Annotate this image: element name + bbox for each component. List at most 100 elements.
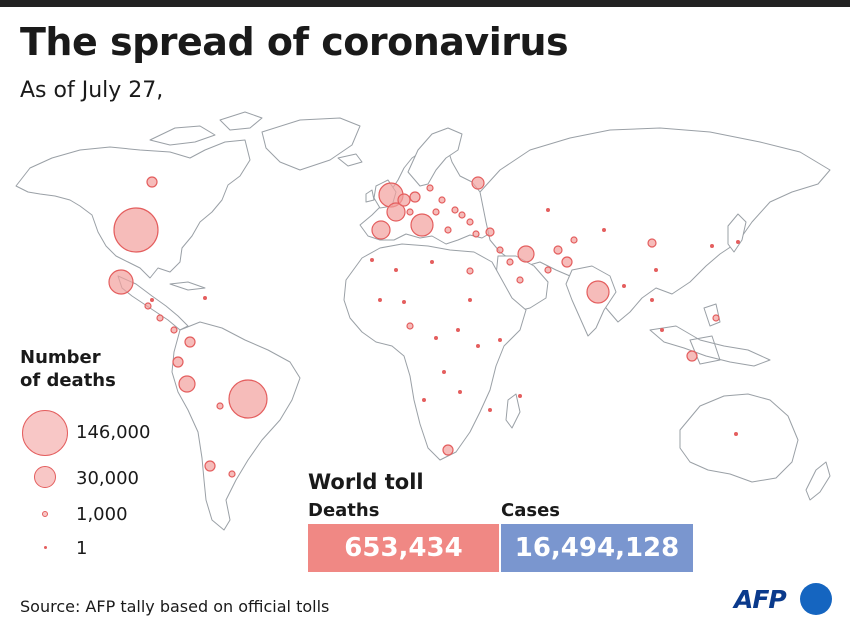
death-bubble-1 <box>146 176 158 188</box>
death-bubble-55 <box>394 268 398 272</box>
death-bubble-48 <box>456 328 460 332</box>
cases-total: 16,494,128 <box>501 524 693 572</box>
death-bubble-20 <box>397 193 411 207</box>
arctic-islands <box>149 111 263 146</box>
top-rule <box>0 0 850 7</box>
death-bubble-63 <box>654 268 658 272</box>
death-bubble-37 <box>466 267 474 275</box>
death-bubble-58 <box>402 300 406 304</box>
death-bubble-36 <box>647 238 657 248</box>
source-note: Source: AFP tally based on official toll… <box>20 597 330 616</box>
death-bubble-16 <box>386 202 406 222</box>
death-bubble-19 <box>409 191 421 203</box>
death-bubble-43 <box>686 350 698 362</box>
death-bubble-68 <box>442 370 446 374</box>
death-bubble-53 <box>710 244 714 248</box>
death-bubble-62 <box>622 284 626 288</box>
legend-title: Number of deaths <box>20 346 116 392</box>
world-toll-title: World toll <box>308 470 424 494</box>
world-map <box>15 111 831 531</box>
death-bubble-25 <box>458 211 466 219</box>
death-bubble-67 <box>458 390 462 394</box>
death-bubble-9 <box>170 326 178 334</box>
death-bubble-24 <box>451 206 459 214</box>
iceland-land <box>337 153 363 167</box>
death-bubble-4 <box>178 375 196 393</box>
japan-land <box>727 213 747 253</box>
death-bubble-17 <box>371 220 391 240</box>
death-bubble-70 <box>468 298 472 302</box>
legend-label: 30,000 <box>76 468 139 489</box>
death-bubble-0 <box>113 207 159 253</box>
death-bubble-41 <box>544 266 552 274</box>
death-bubble-45 <box>442 444 454 456</box>
death-bubble-69 <box>422 398 426 402</box>
legend-item-30000: 30,000 <box>0 466 200 506</box>
death-bubble-50 <box>498 338 502 342</box>
legend-bubble-large <box>22 410 68 456</box>
legend-label: 1 <box>76 538 88 559</box>
death-bubble-23 <box>471 176 485 190</box>
death-bubble-54 <box>736 240 740 244</box>
se-asia-islands <box>649 303 771 367</box>
page-subtitle: As of July 27, <box>20 78 164 103</box>
death-bubble-61 <box>602 228 606 232</box>
death-bubble-35 <box>586 280 610 304</box>
deaths-heading: Deaths <box>308 500 380 521</box>
legend-title-line1: Number <box>20 347 101 368</box>
legend-item-146000: 146,000 <box>0 410 200 456</box>
death-bubble-34 <box>553 245 563 255</box>
death-bubble-33 <box>561 256 573 268</box>
death-bubble-51 <box>650 298 654 302</box>
death-bubble-65 <box>518 394 522 398</box>
death-bubble-22 <box>438 196 446 204</box>
death-bubble-39 <box>516 276 524 284</box>
asia-land <box>479 127 831 323</box>
legend-bubble-small <box>42 511 48 517</box>
cuba-island <box>169 281 206 291</box>
legend-label: 1,000 <box>76 504 128 525</box>
death-bubble-49 <box>476 344 480 348</box>
death-bubble-31 <box>485 227 495 237</box>
death-bubble-18 <box>410 213 434 237</box>
cases-heading: Cases <box>501 500 560 521</box>
death-bubble-57 <box>378 298 382 302</box>
legend-bubble-tiny <box>44 546 47 549</box>
new-zealand-island <box>805 461 831 501</box>
death-bubble-8 <box>156 314 164 322</box>
death-bubble-42 <box>570 236 578 244</box>
death-bubble-27 <box>444 226 452 234</box>
death-bubble-5 <box>172 356 184 368</box>
death-bubble-12 <box>216 402 224 410</box>
death-bubble-29 <box>432 208 440 216</box>
death-bubble-28 <box>472 230 480 238</box>
death-bubble-66 <box>488 408 492 412</box>
death-bubble-46 <box>406 322 414 330</box>
death-bubble-10 <box>204 460 216 472</box>
afp-logo-circle <box>800 583 832 615</box>
legend-title-line2: of deaths <box>20 370 116 391</box>
scandinavia-land <box>407 127 463 187</box>
death-bubble-6 <box>184 336 196 348</box>
legend-bubble-medium <box>34 466 56 488</box>
death-bubble-11 <box>228 470 236 478</box>
death-bubble-56 <box>430 260 434 264</box>
madagascar-island <box>505 393 521 429</box>
page-title: The spread of coronavirus <box>20 20 569 64</box>
death-bubble-7 <box>144 302 152 310</box>
legend-item-1000: 1,000 <box>0 504 200 546</box>
death-bubble-60 <box>546 208 550 212</box>
deaths-total: 653,434 <box>308 524 499 572</box>
legend-item-1: 1 <box>0 538 200 580</box>
death-bubble-26 <box>466 218 474 226</box>
death-bubble-30 <box>406 208 414 216</box>
death-bubble-64 <box>734 432 738 436</box>
south-america-land <box>171 321 301 531</box>
death-bubble-59 <box>370 258 374 262</box>
death-bubble-3 <box>228 379 268 419</box>
death-bubble-44 <box>712 314 720 322</box>
death-bubble-40 <box>506 258 514 266</box>
legend-label: 146,000 <box>76 422 151 443</box>
africa-land <box>343 243 527 461</box>
afp-logo: AFP <box>734 583 832 617</box>
